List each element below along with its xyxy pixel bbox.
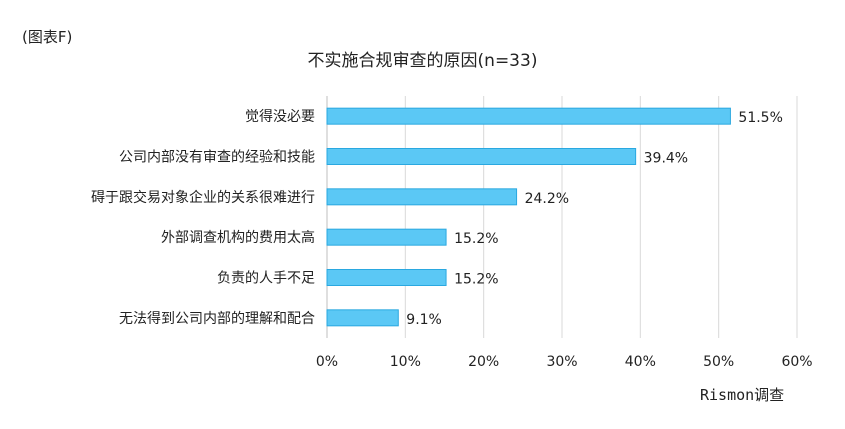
x-tick-label: 0%	[316, 354, 338, 370]
x-tick-label: 30%	[546, 354, 577, 370]
x-tick-label: 40%	[625, 354, 656, 370]
bar	[326, 188, 518, 206]
data-label: 24.2%	[525, 191, 569, 207]
bar	[326, 309, 399, 327]
bars	[326, 107, 731, 327]
chart-title: 不实施合规审查的原因(n=33)	[307, 51, 538, 71]
bar	[326, 107, 731, 125]
x-tick-label: 10%	[390, 354, 421, 370]
data-label: 15.2%	[454, 272, 498, 288]
figure-label: (图表F)	[22, 28, 73, 46]
data-label: 9.1%	[406, 312, 442, 328]
category-label: 公司内部没有审查的经验和技能	[119, 150, 315, 166]
labels: 0% 10% 20% 30% 40% 50% 60% 觉得没必要 51.5% 公司内部没有审查的经…	[91, 108, 813, 370]
data-label: 39.4%	[644, 151, 688, 167]
bar	[326, 269, 447, 286]
bar	[326, 148, 637, 165]
category-label: 觉得没必要	[245, 108, 315, 125]
category-label: 碍于跟交易对象企业的关系很难进行	[91, 189, 315, 206]
x-tick-label: 20%	[468, 354, 499, 370]
category-label: 外部调查机构的费用太高	[161, 229, 315, 246]
data-label: 51.5%	[738, 110, 782, 126]
category-label: 负责的人手不足	[217, 271, 315, 287]
category-label: 无法得到公司内部的理解和配合	[119, 310, 315, 327]
source-note: Rismon调查	[700, 386, 785, 404]
x-tick-label: 50%	[703, 354, 734, 370]
data-label: 15.2%	[454, 231, 498, 247]
gridlines	[326, 96, 798, 338]
x-tick-label: 60%	[781, 354, 812, 370]
bar	[326, 228, 447, 246]
